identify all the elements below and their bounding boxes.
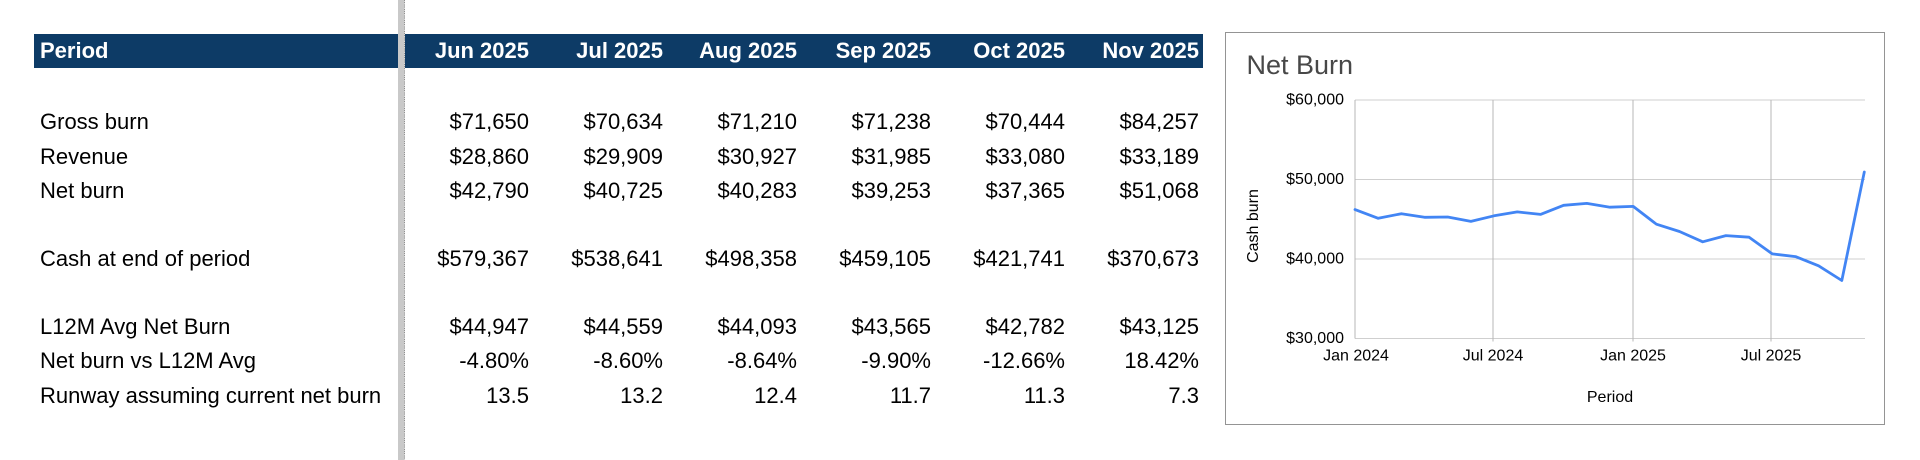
svg-text:Jul 2025: Jul 2025: [1741, 348, 1802, 365]
svg-text:Period: Period: [1587, 389, 1633, 406]
svg-text:$30,000: $30,000: [1286, 330, 1344, 347]
svg-text:Jan 2024: Jan 2024: [1323, 348, 1389, 365]
svg-text:Cash burn: Cash burn: [1245, 189, 1262, 263]
svg-text:Jan 2025: Jan 2025: [1600, 348, 1666, 365]
svg-text:$40,000: $40,000: [1286, 251, 1344, 268]
svg-text:$60,000: $60,000: [1286, 92, 1344, 109]
svg-text:Jul 2024: Jul 2024: [1463, 348, 1524, 365]
svg-text:Net Burn: Net Burn: [1247, 50, 1354, 80]
svg-text:$50,000: $50,000: [1286, 171, 1344, 188]
